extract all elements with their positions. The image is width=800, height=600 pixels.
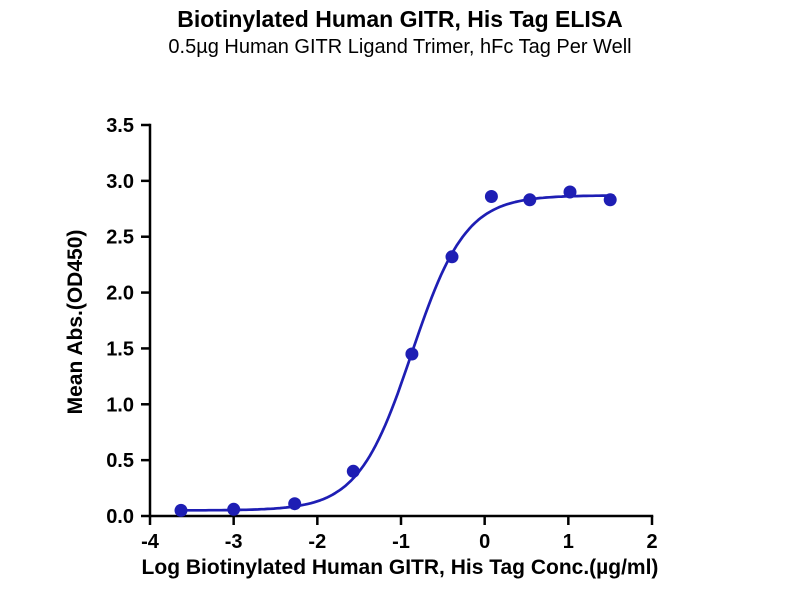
data-point xyxy=(445,250,459,264)
x-tick-label: -1 xyxy=(392,531,410,553)
data-point xyxy=(603,193,617,207)
fit-curve xyxy=(180,194,615,512)
x-tick-label: -3 xyxy=(225,531,243,553)
data-point xyxy=(405,347,419,361)
y-tick-label: 3.5 xyxy=(106,115,134,137)
x-tick-label: -2 xyxy=(308,531,326,553)
data-point xyxy=(523,193,537,207)
data-point xyxy=(346,464,360,478)
y-tick-label: 2.5 xyxy=(106,227,134,249)
data-point xyxy=(484,190,498,203)
data-point xyxy=(227,502,241,516)
x-tick-label: 0 xyxy=(479,531,490,553)
y-tick-label: 2.0 xyxy=(106,283,134,305)
x-tick-label: 2 xyxy=(646,531,657,553)
chart-title: Biotinylated Human GITR, His Tag ELISA xyxy=(177,6,623,32)
data-point xyxy=(174,503,188,517)
x-tick-label: -4 xyxy=(141,531,160,553)
y-tick-label: 3.0 xyxy=(106,171,134,193)
y-tick-label: 0.5 xyxy=(106,450,134,472)
data-point xyxy=(563,185,577,199)
x-tick-label: 1 xyxy=(563,531,574,553)
y-tick-label: 1.5 xyxy=(106,338,134,360)
y-tick-label: 1.0 xyxy=(106,394,134,416)
chart-subtitle: 0.5µg Human GITR Ligand Trimer, hFc Tag … xyxy=(168,36,632,58)
y-tick-label: 0.0 xyxy=(106,506,134,528)
data-point xyxy=(288,497,302,511)
x-axis-label: Log Biotinylated Human GITR, His Tag Con… xyxy=(141,556,659,579)
